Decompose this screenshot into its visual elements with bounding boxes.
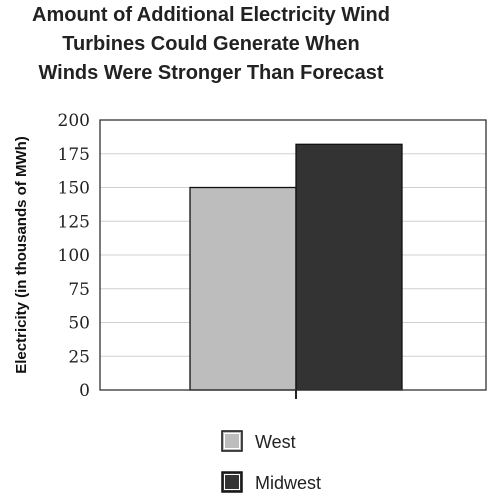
y-tick-label: 175 <box>58 145 90 165</box>
y-axis-ticks: 0 25 50 75 100 125 150 175 200 <box>58 111 90 401</box>
chart-title: Amount of Additional Electricity Wind Tu… <box>32 4 390 84</box>
legend-label-midwest: Midwest <box>255 473 321 493</box>
legend-swatch-inner-midwest <box>224 474 240 490</box>
y-tick-label: 100 <box>58 246 90 266</box>
bar-midwest <box>295 143 403 391</box>
legend-swatch-midwest <box>221 471 243 493</box>
plot-frame <box>99 119 487 391</box>
chart-title-line-1: Amount of Additional Electricity Wind <box>32 4 390 26</box>
chart-title-line-3: Winds Were Stronger Than Forecast <box>38 62 383 84</box>
y-tick-label: 200 <box>58 111 90 131</box>
legend: West Midwest <box>221 430 321 493</box>
y-tick-label: 150 <box>58 179 90 199</box>
y-tick-label: 50 <box>68 314 90 334</box>
y-tick-label: 25 <box>68 347 90 367</box>
legend-swatch-inner-west <box>224 433 240 449</box>
y-axis-label: Electricity (in thousands of MWh) <box>13 136 30 374</box>
y-tick-label: 125 <box>58 212 90 232</box>
chart-title-line-2: Turbines Could Generate When <box>62 33 359 55</box>
legend-swatch-west <box>221 430 243 452</box>
y-tick-label: 0 <box>79 381 90 401</box>
bar-west <box>189 186 297 391</box>
legend-label-west: West <box>255 432 296 452</box>
y-tick-label: 75 <box>68 280 90 300</box>
bars <box>189 143 403 391</box>
